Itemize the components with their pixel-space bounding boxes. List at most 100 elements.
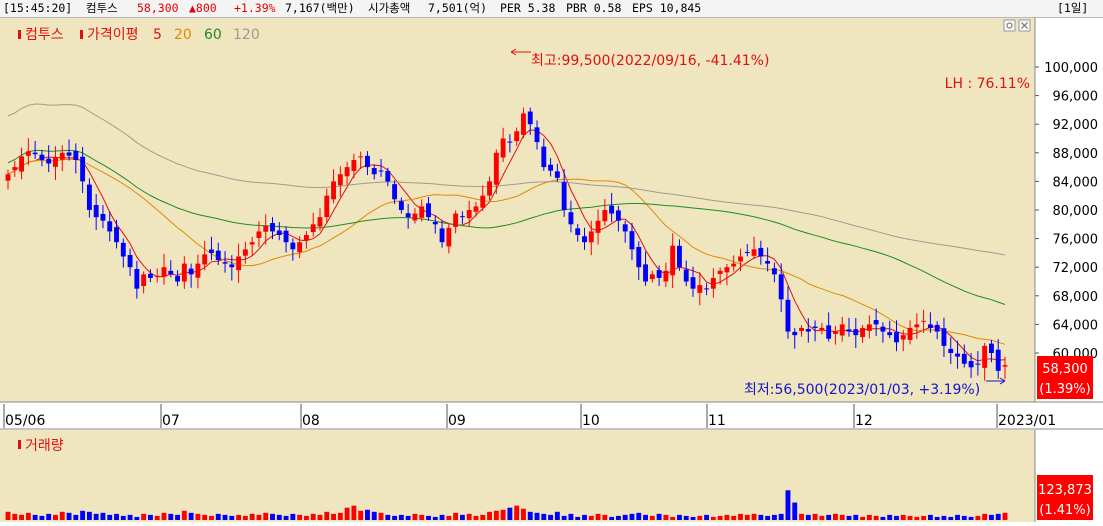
candle-body <box>303 235 309 241</box>
candle-body <box>738 256 743 262</box>
volume-bar <box>595 513 601 520</box>
volume-bar <box>270 513 275 520</box>
price-axis-area <box>1035 18 1103 402</box>
candle-body <box>181 263 187 282</box>
candle-body <box>656 270 662 278</box>
candle-body <box>100 213 106 221</box>
candle-body <box>812 326 818 328</box>
x-tick-label: 07 <box>162 413 180 429</box>
volume-bar <box>548 514 554 520</box>
volume-bar <box>643 514 648 520</box>
price-y-axis: 60,00064,00068,00072,00076,00080,00084,0… <box>1035 61 1098 362</box>
candle-body <box>256 231 262 238</box>
volume-bar <box>32 514 38 520</box>
volume-bar <box>690 516 696 520</box>
moving-average-lines <box>7 103 1006 362</box>
volume-bar <box>398 514 404 520</box>
volume-bar <box>66 512 72 520</box>
volume-bar <box>988 514 994 520</box>
close-icon[interactable] <box>1018 19 1031 32</box>
candle-body <box>419 206 425 218</box>
volume-bar <box>229 515 235 520</box>
volume-bar <box>833 513 838 520</box>
volume-bar <box>297 514 303 520</box>
volume-bar <box>80 510 86 520</box>
volume-bar <box>609 516 615 520</box>
candle-body <box>385 170 391 182</box>
volume-bar <box>317 514 323 520</box>
candle-body <box>900 335 906 340</box>
candle-body <box>19 156 25 172</box>
volume-bar <box>785 490 791 520</box>
y-tick-label: 84,000 <box>1053 175 1099 190</box>
candle-body <box>59 152 65 160</box>
volume-bar <box>758 514 764 520</box>
candle-body <box>141 274 147 287</box>
candle-body <box>995 349 1001 371</box>
candle-body <box>473 206 479 212</box>
candle-body <box>480 195 486 208</box>
candle-body <box>371 168 377 175</box>
volume-bar <box>141 513 147 520</box>
candle-body <box>161 267 167 277</box>
volume-bar <box>995 513 1001 520</box>
volume-bar <box>622 514 628 520</box>
volume-bar <box>107 514 113 520</box>
volume-bar <box>629 513 635 520</box>
stock-name: 컴투스 <box>86 1 118 15</box>
volume-bar <box>405 515 411 520</box>
y-tick-label: 80,000 <box>1053 204 1099 219</box>
candle-body <box>80 156 86 182</box>
volume-bar <box>25 512 31 520</box>
candle-body <box>805 328 811 332</box>
volume-bar <box>860 516 866 520</box>
volume-bar <box>100 512 106 520</box>
y-tick-label: 100,000 <box>1044 61 1098 76</box>
volume-bar <box>731 515 737 520</box>
volume-bar <box>59 511 65 520</box>
candle-body <box>1002 365 1008 367</box>
per-value: PER 5.38 <box>500 1 556 15</box>
volume-bar <box>466 513 472 520</box>
volume-bar <box>256 514 262 520</box>
candle-body <box>717 270 723 274</box>
volume-bar <box>663 514 669 520</box>
candle-body <box>697 285 703 293</box>
candle-body <box>554 171 560 178</box>
candle-body <box>249 242 255 245</box>
volume-bar <box>873 515 879 520</box>
candle-body <box>337 174 343 186</box>
volume-bar <box>866 514 872 520</box>
candle-body <box>134 268 140 289</box>
candle-body <box>663 270 669 282</box>
volume-bar <box>554 511 560 520</box>
volume-bar <box>805 514 811 520</box>
volume-legend-marker <box>18 440 21 449</box>
candle-body <box>548 164 554 171</box>
settings-icon[interactable] <box>1003 19 1016 32</box>
candle-body <box>602 210 608 222</box>
candle-body <box>263 225 269 232</box>
volume-bar <box>765 515 771 520</box>
x-tick-label: 09 <box>448 413 466 429</box>
time-label: [15:45:20] <box>3 1 73 15</box>
volume-bar <box>826 514 832 520</box>
volume-bar <box>846 515 852 520</box>
candle-body <box>792 331 798 336</box>
volume-bar <box>439 514 445 520</box>
volume-bar <box>39 515 45 520</box>
candle-body <box>731 263 737 267</box>
volume-bar <box>677 514 682 520</box>
volume-bar <box>93 513 99 520</box>
volume-bars <box>5 490 1008 520</box>
period-button[interactable]: [1일] <box>1057 1 1089 15</box>
quote-header: [15:45:20] 컴투스 58,300 ▲800 +1.39% 7,167(… <box>0 0 1103 18</box>
volume-bar <box>907 515 913 520</box>
candle-body <box>493 152 499 185</box>
volume-bar <box>378 512 384 520</box>
candle-body <box>195 263 201 278</box>
candle-body <box>283 230 289 243</box>
candle-body <box>310 224 316 233</box>
candle-body <box>426 203 431 218</box>
volume-bar <box>792 502 798 520</box>
